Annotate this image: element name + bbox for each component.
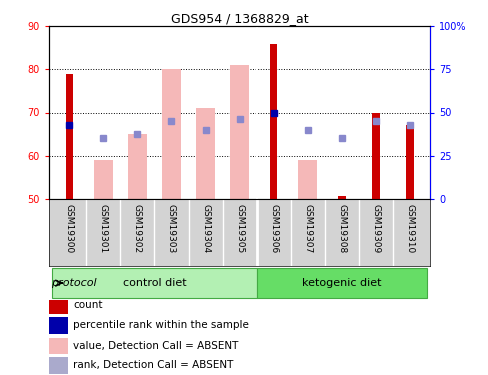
Bar [128, 134, 146, 199]
Text: GSM19310: GSM19310 [405, 204, 413, 254]
Text: GSM19304: GSM19304 [201, 204, 210, 253]
Text: GSM19308: GSM19308 [337, 204, 346, 254]
FancyBboxPatch shape [52, 268, 256, 298]
Text: GSM19300: GSM19300 [65, 204, 74, 254]
Bar [49, 317, 68, 334]
Text: value, Detection Call = ABSENT: value, Detection Call = ABSENT [73, 341, 238, 351]
Bar [49, 338, 68, 354]
Text: protocol: protocol [50, 278, 96, 288]
Text: GSM19307: GSM19307 [303, 204, 311, 254]
Text: GSM19305: GSM19305 [235, 204, 244, 254]
Title: GDS954 / 1368829_at: GDS954 / 1368829_at [170, 12, 308, 25]
Bar [49, 357, 68, 374]
Bar [269, 44, 277, 199]
Bar [94, 160, 113, 199]
FancyBboxPatch shape [256, 268, 426, 298]
Bar [196, 108, 215, 199]
Bar [298, 160, 316, 199]
Text: GSM19303: GSM19303 [167, 204, 176, 254]
Bar [65, 74, 73, 199]
Text: GSM19309: GSM19309 [370, 204, 380, 254]
Bar [162, 69, 181, 199]
Text: GSM19302: GSM19302 [133, 204, 142, 253]
Bar [49, 297, 68, 314]
Bar [371, 112, 379, 199]
Text: count: count [73, 300, 102, 310]
Text: control diet: control diet [122, 278, 186, 288]
Text: ketogenic diet: ketogenic diet [302, 278, 381, 288]
Bar [406, 125, 413, 199]
Text: GSM19301: GSM19301 [99, 204, 108, 254]
Text: percentile rank within the sample: percentile rank within the sample [73, 321, 249, 330]
Text: GSM19306: GSM19306 [268, 204, 278, 254]
Bar [337, 196, 345, 199]
Bar [230, 65, 248, 199]
Text: rank, Detection Call = ABSENT: rank, Detection Call = ABSENT [73, 360, 233, 370]
